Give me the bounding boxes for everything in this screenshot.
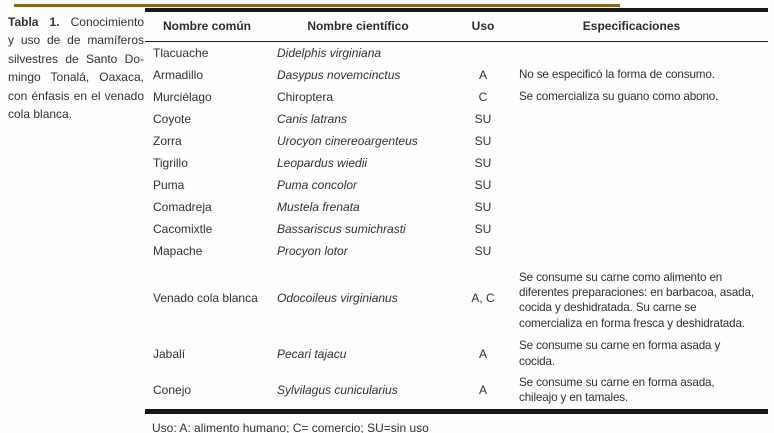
- cell-especificaciones: [519, 218, 768, 240]
- cell-common-name: Jabalí: [153, 346, 186, 361]
- cell-uso: [447, 42, 519, 64]
- table-caption: Tabla 1. Conocimiento y uso de de mamífer…: [8, 13, 144, 123]
- table-row: Murciélago Chiroptera C Se comercializa su …: [145, 86, 768, 108]
- caption-label: Tabla 1.: [8, 15, 60, 29]
- cell-uso: A: [478, 383, 487, 398]
- cell-scientific-name: Leopardus wiedii: [277, 155, 368, 170]
- table-row: Cacomixtle Bassariscus sumichrasti SU: [145, 218, 768, 240]
- cell-uso: SU: [474, 221, 492, 236]
- cell-uso: SU: [474, 133, 492, 148]
- col-header-especificaciones: Especificaciones: [519, 12, 768, 42]
- cell-uso: SU: [474, 177, 492, 192]
- data-table: Nombre común Nombre científico Uso Espec…: [145, 12, 768, 414]
- col-header-nombre-comun: Nombre común: [145, 12, 269, 42]
- cell-scientific-name: Pecari tajacu: [277, 346, 347, 361]
- table-row: Venado cola blanca Odocoileus virginianus…: [145, 262, 768, 336]
- cell-common-name: Zorra: [153, 133, 182, 148]
- cell-scientific-name: Chiroptera: [277, 89, 334, 104]
- cell-uso: SU: [474, 199, 492, 214]
- cell-uso: SU: [474, 243, 492, 258]
- cell-scientific-name: Urocyon cinereoargenteus: [277, 133, 418, 148]
- caption-line: mingo Tonalá, Oaxaca,: [8, 70, 144, 85]
- cell-common-name: Cacomixtle: [153, 221, 213, 236]
- cell-especificaciones: [519, 240, 768, 262]
- cell-scientific-name: Canis latrans: [277, 111, 348, 126]
- cell-common-name: Puma: [153, 177, 185, 192]
- cell-scientific-name: Procyon lotor: [277, 243, 348, 258]
- mammals-use-table: Nombre común Nombre científico Uso Espec…: [145, 8, 768, 433]
- cell-common-name: Murciélago: [153, 89, 212, 104]
- table-body: Tlacuache Didelphis virginiana Armadillo Da…: [145, 42, 768, 412]
- cell-common-name: Comadreja: [153, 199, 212, 214]
- caption-line: Tabla 1. Conocimiento: [8, 15, 144, 29]
- caption-line: y uso de de mamíferos: [8, 33, 144, 48]
- cell-uso: SU: [474, 155, 492, 170]
- col-header-nombre-cientifico: Nombre científico: [269, 12, 447, 42]
- cell-scientific-name: Didelphis virginiana: [277, 45, 382, 60]
- caption-line: cola blanca.: [8, 107, 73, 122]
- table-row: Jabalí Pecari tajacu A Se consume su carne …: [145, 335, 768, 372]
- cell-uso: A, C: [471, 291, 495, 306]
- cell-especificaciones: Se comercializa su guano como abono.: [519, 89, 719, 103]
- cell-common-name: Coyote: [153, 111, 192, 126]
- table-row: Puma Puma concolor SU: [145, 174, 768, 196]
- cell-uso: A: [478, 346, 487, 361]
- cell-uso: A: [478, 67, 487, 82]
- cell-scientific-name: Odocoileus virginianus: [277, 291, 398, 306]
- cell-especificaciones: Se consume su carne como alimento en dif…: [519, 270, 754, 330]
- cell-common-name: Tlacuache: [153, 45, 209, 60]
- cell-uso: C: [478, 89, 488, 104]
- table-row: Armadillo Dasypus novemcinctus A No se espe…: [145, 64, 768, 86]
- cell-especificaciones: [519, 196, 768, 218]
- cell-scientific-name: Sylvilagus cunicularius: [277, 383, 398, 398]
- cell-scientific-name: Dasypus novemcinctus: [277, 67, 401, 82]
- table-row: Tigrillo Leopardus wiedii SU: [145, 152, 768, 174]
- cell-scientific-name: Puma concolor: [277, 177, 358, 192]
- cell-common-name: Armadillo: [153, 67, 204, 82]
- cell-especificaciones: Se consume su carne en forma asada, chil…: [519, 375, 715, 405]
- col-header-uso: Uso: [447, 12, 519, 42]
- cell-common-name: Venado cola blanca: [153, 291, 258, 306]
- cell-scientific-name: Bassariscus sumichrasti: [277, 221, 406, 236]
- cell-especificaciones: [519, 130, 768, 152]
- ornamental-rule: [14, 4, 620, 7]
- cell-especificaciones: [519, 108, 768, 130]
- caption-line: silvestres de Santo Do-: [8, 51, 144, 66]
- table-row: Mapache Procyon lotor SU: [145, 240, 768, 262]
- cell-uso: SU: [474, 111, 492, 126]
- table-footnote: Uso: A: alimento humano; C= comercio; SU…: [152, 420, 429, 433]
- cell-common-name: Mapache: [153, 243, 203, 258]
- table-row: Comadreja Mustela frenata SU: [145, 196, 768, 218]
- cell-common-name: Conejo: [153, 383, 192, 398]
- table-header-row: Nombre común Nombre científico Uso Espec…: [145, 12, 768, 42]
- caption-line: con énfasis en el venado: [8, 88, 144, 103]
- cell-especificaciones: [519, 42, 768, 64]
- table-row: Tlacuache Didelphis virginiana: [145, 42, 768, 64]
- cell-common-name: Tigrillo: [153, 155, 188, 170]
- table-row: Coyote Canis latrans SU: [145, 108, 768, 130]
- cell-especificaciones: [519, 174, 768, 196]
- cell-especificaciones: No se especificó la forma de consumo.: [519, 67, 715, 81]
- cell-especificaciones: Se consume su carne en forma asada y coc…: [519, 339, 721, 368]
- cell-especificaciones: [519, 152, 768, 174]
- cell-scientific-name: Mustela frenata: [277, 199, 360, 214]
- table-row: Conejo Sylvilagus cunicularius A Se consume…: [145, 372, 768, 411]
- table-row: Zorra Urocyon cinereoargenteus SU: [145, 130, 768, 152]
